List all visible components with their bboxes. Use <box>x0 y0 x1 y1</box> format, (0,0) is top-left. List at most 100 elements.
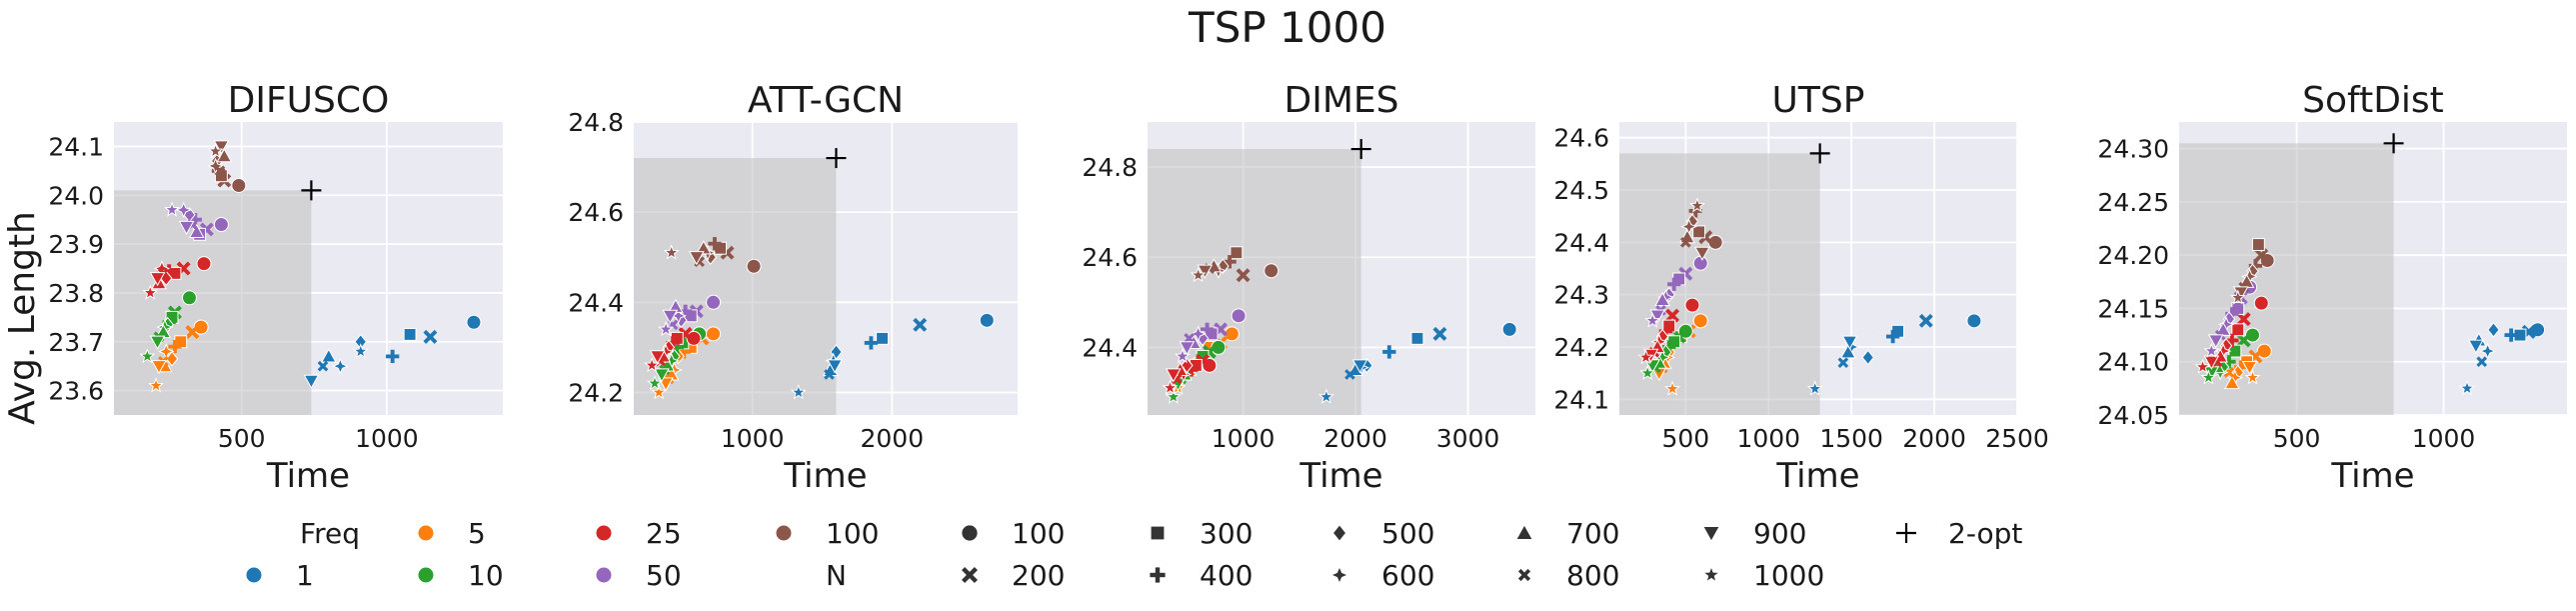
panel-utsp: 500 1000 1500 2000 2500 24.1 24.2 24.3 24.4 24.5 2… <box>1553 80 2048 496</box>
legend-n-400-marker <box>1150 567 1166 583</box>
data-point-freq-100-n-700 <box>695 240 712 255</box>
legend-freq-25-marker <box>595 524 613 542</box>
data-point-freq-50-n-400 <box>1667 277 1681 291</box>
x-tick-label: 1000 <box>721 424 785 453</box>
legend-n-700-marker <box>1515 524 1533 540</box>
data-point-freq-10-n-900 <box>149 335 166 350</box>
data-point-freq-50-n-900 <box>1649 309 1665 324</box>
data-point-freq-10-n-1000 <box>1165 388 1182 404</box>
data-point-freq-50-n-100 <box>1231 308 1247 324</box>
data-point-freq-100-n-600 <box>207 157 224 175</box>
data-point-freq-1-n-1000 <box>1806 380 1823 396</box>
data-point-freq-5-n-1000 <box>651 384 668 400</box>
x-tick-label: 1000 <box>355 424 419 453</box>
data-point-freq-1-n-100 <box>1966 313 1982 329</box>
legend-two-opt-label: 2-opt <box>1948 517 2022 550</box>
data-point-freq-5-n-100 <box>193 319 209 335</box>
x-tick-label: 2500 <box>1985 424 2049 453</box>
data-point-freq-1-n-400 <box>386 349 400 364</box>
panel-title: ATT-GCN <box>748 80 904 121</box>
legend-freq-1-label: 1 <box>296 559 314 592</box>
x-tick-label: 1000 <box>2412 424 2476 453</box>
data-point-freq-1-n-600 <box>332 357 349 375</box>
data-point-freq-100-n-800 <box>214 165 226 177</box>
data-point-freq-5-n-1000 <box>2244 369 2261 385</box>
legend-freq-1-marker <box>245 566 263 584</box>
data-point-freq-1-n-800 <box>1344 369 1355 380</box>
data-point-freq-100-n-700 <box>216 148 233 163</box>
data-point-freq-50-n-100 <box>706 294 722 310</box>
data-point-freq-50-n-700 <box>2215 321 2231 336</box>
data-point-freq-10-n-1000 <box>139 347 156 364</box>
legend-freq-100-label: 100 <box>826 517 879 550</box>
y-tick-label: 24.20 <box>2097 241 2169 270</box>
data-point-freq-5-n-100 <box>1692 313 1708 329</box>
legend-n-200-label: 200 <box>1012 559 1065 592</box>
y-tick-label: 24.4 <box>1553 228 1609 257</box>
data-point-freq-5-n-900 <box>2241 360 2258 376</box>
data-point-freq-1-n-300 <box>1410 331 1424 345</box>
legend-n-300-label: 300 <box>1200 517 1253 550</box>
y-tick-label: 24.6 <box>568 198 624 227</box>
data-point-freq-1-n-700 <box>1840 344 1856 359</box>
data-point-freq-1-n-200 <box>423 329 438 344</box>
data-point-freq-50-n-600 <box>1190 325 1207 343</box>
data-point-freq-1-n-400 <box>864 336 879 350</box>
data-point-freq-100-n-200 <box>2254 248 2269 263</box>
data-point-freq-50-n-800 <box>1184 333 1195 344</box>
legend-freq-10-label: 10 <box>468 559 504 592</box>
data-point-freq-25-n-100 <box>686 330 702 346</box>
panel-title: UTSP <box>1772 80 1865 121</box>
data-point-freq-10-n-100 <box>2244 327 2260 343</box>
y-tick-label: 24.4 <box>568 288 624 317</box>
legend-n-900-marker <box>1702 526 1720 542</box>
data-point-freq-25-n-200 <box>1665 308 1680 323</box>
data-point-freq-50-n-900 <box>662 309 679 324</box>
data-point-freq-10-n-1000 <box>646 375 663 391</box>
x-tick-label: 500 <box>2273 424 2321 453</box>
data-point-freq-50-n-100 <box>1692 255 1708 271</box>
data-point-freq-25-n-1000 <box>2194 358 2211 374</box>
panel-att-gcn: 1000 2000 24.2 24.4 24.6 24.8 ATT-GCN Time <box>568 80 1018 496</box>
data-point-freq-25-n-300 <box>2231 323 2245 337</box>
data-point-freq-100-n-300 <box>2251 238 2265 251</box>
legend-n-1000-label: 1000 <box>1753 559 1824 592</box>
x-axis-label: Time <box>783 456 867 496</box>
legend-freq-25-label: 25 <box>646 517 682 550</box>
y-tick-label: 24.8 <box>1082 153 1138 182</box>
data-point-freq-10-n-900 <box>654 368 670 383</box>
data-point-freq-5-n-500 <box>165 351 179 367</box>
y-tick-label: 24.1 <box>48 132 104 161</box>
data-point-freq-10-n-1000 <box>2200 369 2217 385</box>
legend-n-600-label: 600 <box>1381 559 1434 592</box>
data-point-freq-1-n-900 <box>2468 339 2484 354</box>
legend: Freq 1 5 10 25 50 100 N 100 200 300 400 500 600 700 800… <box>245 517 2022 592</box>
y-tick-label: 24.6 <box>1082 243 1138 272</box>
data-point-freq-1-n-300 <box>876 331 890 345</box>
data-point-freq-10-n-100 <box>181 290 197 306</box>
data-point-freq-50-n-400 <box>1200 322 1215 337</box>
x-tick-label: 1000 <box>1736 424 1800 453</box>
data-point-freq-5-n-1000 <box>1664 380 1681 396</box>
x-tick-label: 2000 <box>1902 424 1966 453</box>
two-opt-point <box>1350 139 1371 160</box>
data-point-freq-1-n-400 <box>2504 328 2518 342</box>
data-point-freq-1-n-800 <box>1837 357 1849 368</box>
y-tick-label: 24.5 <box>1553 176 1609 205</box>
data-point-freq-100-n-1000 <box>2229 289 2246 305</box>
legend-n-400-label: 400 <box>1200 559 1253 592</box>
data-point-freq-25-n-1000 <box>1162 379 1179 395</box>
data-point-freq-50-n-100 <box>213 217 229 233</box>
y-tick-label: 24.8 <box>568 108 624 137</box>
legend-n-100-label: 100 <box>1012 517 1065 550</box>
legend-n-title: N <box>826 559 847 592</box>
data-point-freq-100-n-900 <box>213 140 230 155</box>
data-point-freq-100-n-1000 <box>1190 266 1207 283</box>
legend-n-300-marker <box>1150 525 1166 541</box>
data-point-freq-50-n-900 <box>178 220 195 236</box>
y-tick-label: 24.25 <box>2097 188 2169 217</box>
data-point-freq-1-n-900 <box>827 359 843 374</box>
two-opt-point <box>826 148 847 169</box>
legend-n-700-label: 700 <box>1566 517 1619 550</box>
